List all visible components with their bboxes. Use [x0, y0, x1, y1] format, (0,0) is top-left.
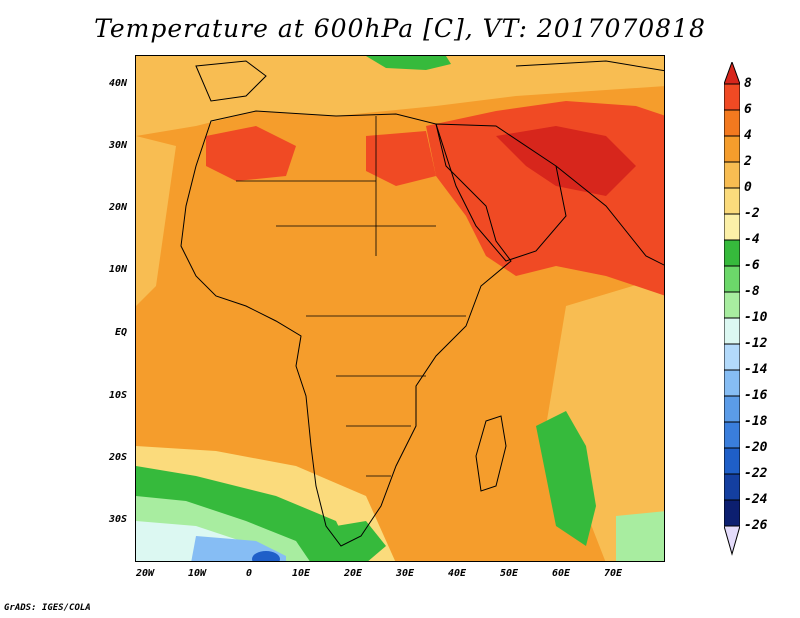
map-title: Temperature at 600hPa [C], VT: 201707081… — [94, 14, 706, 43]
colorbar-label: 8 — [744, 76, 752, 91]
colorbar-label: 0 — [744, 180, 752, 195]
field-6-sahara-west — [206, 126, 296, 181]
field-6-sahara-east — [366, 131, 436, 186]
colorbar-segment — [724, 395, 740, 423]
lon-tick: 10W — [187, 568, 207, 579]
india-coastline — [555, 165, 664, 266]
lon-tick: 20E — [343, 568, 363, 579]
lat-tick: EQ — [114, 327, 127, 338]
field-cool-north — [366, 56, 451, 70]
field-minus8-southeast — [616, 511, 664, 561]
lat-tick: 20S — [108, 452, 127, 463]
colorbar-segment — [724, 343, 740, 371]
colorbar-segment — [724, 291, 740, 319]
lat-tick: 30N — [108, 140, 127, 151]
lon-tick: 50E — [499, 568, 519, 579]
colorbar-label: -26 — [744, 518, 768, 533]
field-minus22-core — [252, 551, 280, 561]
field-8-iran — [496, 126, 636, 196]
colorbar-label: 4 — [744, 128, 752, 143]
lon-tick: 10E — [291, 568, 311, 579]
colorbar-segment — [724, 499, 740, 527]
colorbar-segment — [724, 317, 740, 345]
colorbar-segment — [724, 447, 740, 475]
colorbar-segment — [724, 369, 740, 397]
field-minus6-madagascar — [536, 411, 596, 546]
iberia-coastline — [195, 60, 267, 102]
colorbar-label: -4 — [744, 232, 760, 247]
colorbar-label: -16 — [744, 388, 768, 403]
field-west-atlantic — [136, 136, 176, 306]
colorbar-segment — [724, 473, 740, 501]
lon-tick: 20W — [135, 568, 155, 579]
colorbar — [724, 62, 740, 556]
colorbar-label: -18 — [744, 414, 768, 429]
asia-coastline — [515, 60, 664, 72]
colorbar-label: -20 — [744, 440, 768, 455]
lat-tick: 10N — [108, 264, 127, 275]
lat-tick: 40N — [108, 78, 127, 89]
colorbar-label: -12 — [744, 336, 768, 351]
field-indian-ocean — [546, 276, 664, 561]
colorbar-segment — [724, 161, 740, 189]
lat-tick: 30S — [108, 514, 127, 525]
colorbar-segment — [724, 421, 740, 449]
temperature-field — [136, 56, 664, 561]
colorbar-segment — [724, 239, 740, 267]
arabia-coastline — [435, 123, 567, 262]
colorbar-segment — [724, 135, 740, 163]
lon-tick: 40E — [447, 568, 467, 579]
colorbar-label: -10 — [744, 310, 768, 325]
colorbar-segment — [724, 265, 740, 293]
country-borders — [236, 116, 466, 477]
lon-tick: 0 — [245, 568, 253, 579]
colorbar-label: -8 — [744, 284, 760, 299]
lon-tick: 30E — [395, 568, 415, 579]
colorbar-top-arrow — [724, 62, 740, 85]
colorbar-label: 6 — [744, 102, 752, 117]
colorbar-label: -6 — [744, 258, 760, 273]
colorbar-label: -22 — [744, 466, 768, 481]
colorbar-label: -14 — [744, 362, 768, 377]
field-0-2-north — [136, 56, 664, 136]
madagascar-coastline — [475, 415, 507, 492]
colorbar-segment — [724, 109, 740, 137]
credit-text: GrADS: IGES/COLA — [4, 603, 91, 613]
temperature-map — [135, 55, 665, 562]
colorbar-bottom-arrow — [724, 525, 740, 556]
lat-tick: 20N — [108, 202, 127, 213]
colorbar-segment — [724, 83, 740, 111]
lon-tick: 60E — [551, 568, 571, 579]
colorbar-segment — [724, 213, 740, 241]
colorbar-label: -24 — [744, 492, 768, 507]
lon-tick: 70E — [603, 568, 623, 579]
field-minus6-southafrica — [336, 521, 386, 561]
colorbar-segment — [724, 187, 740, 215]
colorbar-label: -2 — [744, 206, 760, 221]
africa-coastline — [180, 110, 512, 547]
lat-tick: 10S — [108, 390, 127, 401]
colorbar-label: 2 — [744, 154, 752, 169]
